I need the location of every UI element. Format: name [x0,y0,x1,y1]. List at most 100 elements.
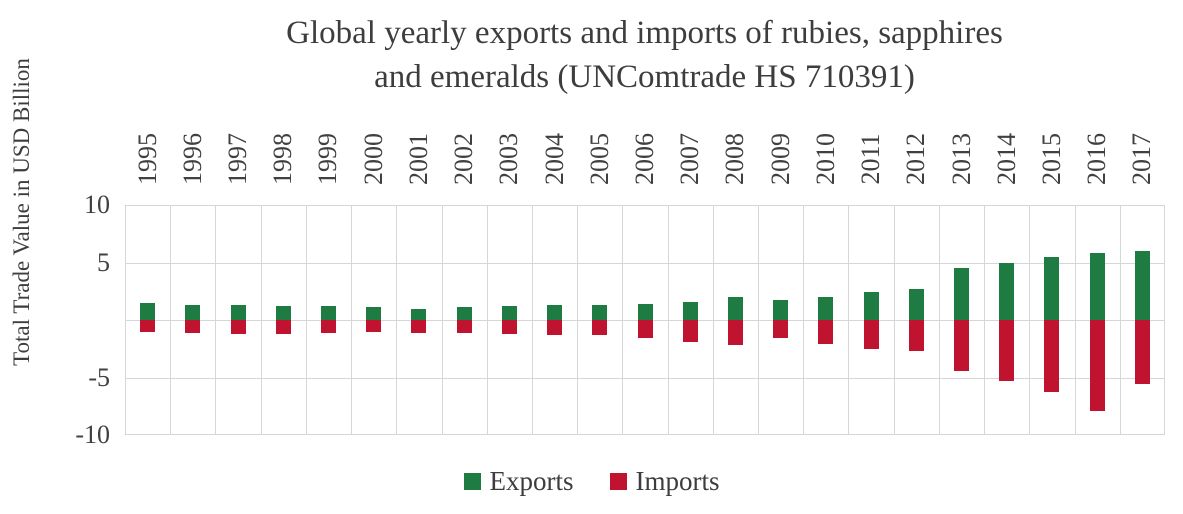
plot-area [125,205,1165,435]
x-tick-label: 2003 [494,133,524,185]
x-tick-label: 1999 [313,133,343,185]
y-tick-label: 5 [97,247,110,277]
y-axis-ticks: 10 5 -5 -10 [38,190,110,449]
gridline-vertical [1164,205,1165,435]
imports-bar [320,320,336,333]
x-tick-label: 2011 [856,133,886,185]
imports-bar [818,320,834,345]
chart-title-line2: and emeralds (UNComtrade HS 710391) [374,58,915,95]
gridline-horizontal [125,262,1165,264]
x-tick-label: 2015 [1036,133,1066,185]
exports-bar [863,292,879,320]
exports-bar [999,262,1015,320]
imports-bar [1044,320,1060,393]
y-tick-label: -5 [88,362,110,392]
x-axis-labels: 1995 1996 1997 1998 1999 2000 2001 2002 2003 2004… [125,116,1165,202]
imports-bar [1134,320,1150,385]
x-tick-label: 2009 [765,133,795,185]
y-tick-label: 10 [84,190,110,219]
legend-label-imports: Imports [635,466,720,496]
imports-bar [773,320,789,339]
legend: Exports Imports [0,466,1183,497]
exports-bar [547,305,563,320]
x-tick-label: 2010 [810,133,840,185]
gridline-vertical [351,205,353,435]
exports-bar [1134,251,1150,320]
imports-bar [682,320,698,342]
imports-bar [456,320,472,333]
x-tick-label: 2007 [675,133,705,185]
legend-item-exports: Exports [463,466,574,497]
imports-bar [637,320,653,339]
imports-bar [727,320,743,346]
x-tick-label: 2004 [539,133,569,185]
exports-bar [140,302,156,320]
imports-bar [908,320,924,352]
gridline-vertical [758,205,760,435]
gridline-vertical [170,205,172,435]
imports-bar [592,320,608,335]
gridline-vertical [893,205,895,435]
imports-bar [1089,320,1105,411]
x-tick-label: 2001 [403,133,433,185]
exports-bar [320,306,336,320]
gridline-vertical [125,205,126,435]
gridline-vertical [938,205,940,435]
x-tick-label: 2013 [946,133,976,185]
gridline-vertical [260,205,262,435]
exports-bar [773,300,789,320]
imports-bar [547,320,563,335]
exports-bar [411,308,427,320]
x-tick-label: 2005 [584,133,614,185]
gridline-vertical [712,205,714,435]
gridline-vertical [215,205,217,435]
gridline-vertical [622,205,624,435]
y-axis-title: Total Trade Value in USD Billion [9,58,34,366]
gridline-vertical [577,205,579,435]
imports-bar [140,320,156,332]
exports-bar [682,301,698,320]
x-tick-label: 2000 [358,133,388,185]
gridline-vertical [441,205,443,435]
gridline-vertical [486,205,488,435]
gridline-vertical [1119,205,1121,435]
exports-bar [637,303,653,320]
imports-bar [863,320,879,349]
x-tick-label: 2016 [1082,133,1112,185]
gridline-vertical [984,205,986,435]
x-tick-label: 1998 [268,133,298,185]
x-tick-label: 2008 [720,133,750,185]
imports-bar [954,320,970,371]
exports-bar [592,305,608,320]
exports-bar [230,305,246,320]
gridline-vertical [803,205,805,435]
exports-bar [954,268,970,320]
imports-bar [999,320,1015,381]
gridline-vertical [531,205,533,435]
imports-bar [411,320,427,333]
chart-title-line1: Global yearly exports and imports of rub… [286,15,1003,51]
exports-swatch [463,473,481,490]
gridline-vertical [848,205,850,435]
x-tick-label: 1997 [223,133,253,185]
imports-swatch [609,473,627,490]
gridline-horizontal [125,205,1165,206]
x-tick-label: 2006 [630,133,659,185]
imports-bar [230,320,246,334]
gridline-horizontal [125,377,1165,379]
legend-item-imports: Imports [609,466,720,497]
legend-label-exports: Exports [489,466,574,496]
x-tick-label: 1995 [132,133,162,185]
exports-bar [185,305,201,320]
gridline-vertical [1029,205,1031,435]
exports-bar [275,306,291,320]
x-tick-label: 2002 [449,133,479,185]
exports-bar [1089,253,1105,320]
x-tick-label: 1996 [177,133,207,185]
exports-bar [366,307,382,320]
x-tick-label: 2014 [991,133,1021,185]
gridline-vertical [667,205,669,435]
gridline-vertical [1074,205,1076,435]
imports-bar [501,320,517,334]
